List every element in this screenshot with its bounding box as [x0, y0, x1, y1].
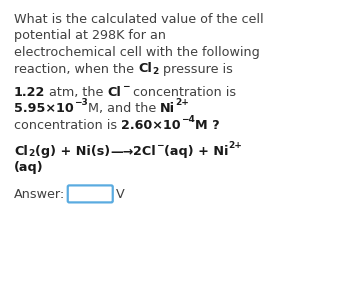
Text: V: V [116, 188, 125, 201]
Text: concentration is: concentration is [14, 119, 121, 132]
Text: What is the calculated value of the cell: What is the calculated value of the cell [14, 13, 264, 26]
Text: (aq) + Ni: (aq) + Ni [164, 145, 228, 158]
Text: −4: −4 [181, 115, 195, 124]
Text: Cl: Cl [138, 63, 152, 75]
Text: M ?: M ? [195, 119, 219, 132]
Text: —→: —→ [110, 145, 133, 158]
Text: 2.60×10: 2.60×10 [121, 119, 181, 132]
Text: 2: 2 [28, 149, 34, 158]
Text: Answer:: Answer: [14, 188, 65, 201]
Text: −: − [156, 141, 164, 150]
Text: (aq): (aq) [14, 162, 44, 175]
Text: 2+: 2+ [228, 141, 242, 150]
Text: 2Cl: 2Cl [133, 145, 156, 158]
Text: M, and the: M, and the [88, 102, 160, 115]
Text: −3: −3 [74, 98, 88, 107]
Text: potential at 298K for an: potential at 298K for an [14, 30, 166, 43]
Text: pressure is: pressure is [159, 63, 233, 75]
Text: (g) + Ni(s): (g) + Ni(s) [35, 145, 110, 158]
Text: Ni: Ni [160, 102, 175, 115]
Text: reaction, when the: reaction, when the [14, 63, 138, 75]
Text: −: − [122, 81, 129, 90]
Text: electrochemical cell with the following: electrochemical cell with the following [14, 46, 260, 59]
Text: 2: 2 [152, 66, 158, 75]
Text: 5.95×10: 5.95×10 [14, 102, 74, 115]
Text: 2+: 2+ [175, 98, 189, 107]
Text: Cl: Cl [14, 145, 28, 158]
FancyBboxPatch shape [68, 185, 113, 202]
Text: 1.22: 1.22 [14, 86, 46, 99]
Text: atm, the: atm, the [46, 86, 108, 99]
Text: concentration is: concentration is [129, 86, 236, 99]
Text: Cl: Cl [108, 86, 122, 99]
